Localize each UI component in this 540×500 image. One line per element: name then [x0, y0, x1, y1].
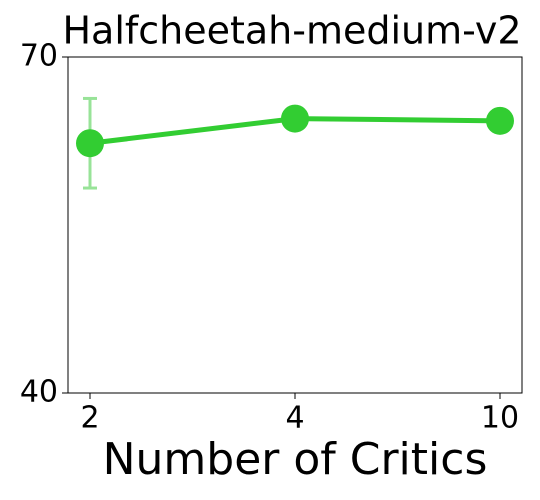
y-tick-label: 40: [20, 375, 58, 410]
point: [281, 104, 309, 133]
y-tick-label: 70: [20, 39, 58, 74]
x-tick-label: 10: [481, 401, 519, 436]
point: [76, 129, 104, 158]
x-tick-label: 2: [80, 401, 99, 436]
x-axis-label: Number of Critics: [103, 434, 488, 485]
x-tick-label: 4: [285, 401, 304, 436]
chart-title: Halfcheetah-medium-v2: [62, 9, 521, 53]
point: [486, 106, 514, 135]
